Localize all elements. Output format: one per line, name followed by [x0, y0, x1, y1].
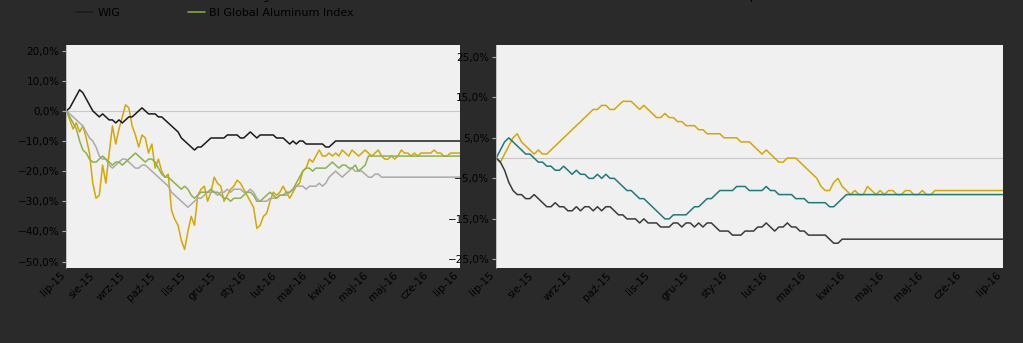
WIG Chemia — [490, 156, 502, 160]
WIG Chemia — [617, 99, 629, 103]
WIG — [435, 139, 447, 143]
BI Global Aluminum Index — [329, 163, 342, 167]
WIG Surowce — [454, 151, 466, 155]
WIG — [996, 192, 1009, 197]
WIG Chemia — [608, 107, 620, 111]
STOXX Europe 600 Chemicals Index — [828, 241, 840, 245]
Bloomberg World Coal Index — [454, 175, 466, 179]
WIG Chemia — [971, 188, 983, 192]
WIG Surowce — [179, 247, 191, 251]
WIG Chemia — [996, 188, 1009, 192]
WIG — [971, 192, 983, 197]
Legend: WIG Chemia, WIG, STOXX Europe 600 Chemicals Index: WIG Chemia, WIG, STOXX Europe 600 Chemic… — [501, 0, 888, 7]
Line: WIG Surowce: WIG Surowce — [66, 105, 460, 249]
Bloomberg World Coal Index — [100, 157, 113, 161]
WIG — [234, 136, 247, 140]
WIG — [60, 109, 73, 113]
Line: WIG Chemia: WIG Chemia — [496, 101, 1003, 194]
WIG — [103, 118, 116, 122]
WIG Surowce — [100, 181, 113, 185]
WIG Surowce — [313, 148, 325, 152]
STOXX Europe 600 Chemicals Index — [836, 237, 848, 241]
WIG Surowce — [435, 151, 447, 155]
WIG — [815, 201, 828, 205]
WIG Surowce — [155, 169, 168, 173]
BI Global Aluminum Index — [231, 196, 243, 200]
STOXX Europe 600 Chemicals Index — [996, 237, 1009, 241]
BI Global Aluminum Index — [454, 154, 466, 158]
Legend: WIG Surowce, WIG, Bloomberg World Coal Index, BI Global Aluminum Index: WIG Surowce, WIG, Bloomberg World Coal I… — [72, 0, 372, 22]
WIG Chemia — [710, 132, 722, 136]
WIG Chemia — [811, 176, 824, 180]
WIG — [155, 115, 168, 119]
Bloomberg World Coal Index — [182, 205, 194, 209]
Bloomberg World Coal Index — [231, 187, 243, 191]
WIG — [490, 156, 502, 160]
WIG Surowce — [120, 103, 132, 107]
BI Global Aluminum Index — [432, 154, 444, 158]
BI Global Aluminum Index — [100, 157, 113, 161]
Line: WIG: WIG — [66, 90, 460, 150]
STOXX Europe 600 Chemicals Index — [967, 237, 979, 241]
WIG — [714, 188, 726, 192]
WIG — [332, 139, 345, 143]
STOXX Europe 600 Chemicals Index — [608, 209, 620, 213]
WIG — [613, 180, 625, 185]
Line: Bloomberg World Coal Index: Bloomberg World Coal Index — [66, 111, 460, 207]
Line: STOXX Europe 600 Chemicals Index: STOXX Europe 600 Chemicals Index — [496, 158, 1003, 243]
BI Global Aluminum Index — [224, 199, 236, 203]
Bloomberg World Coal Index — [329, 169, 342, 173]
WIG — [188, 148, 201, 152]
WIG Chemia — [844, 192, 856, 197]
STOXX Europe 600 Chemicals Index — [705, 221, 717, 225]
Bloomberg World Coal Index — [60, 109, 73, 113]
WIG Surowce — [60, 109, 73, 113]
STOXX Europe 600 Chemicals Index — [540, 205, 552, 209]
WIG — [74, 88, 86, 92]
WIG Surowce — [332, 154, 345, 158]
WIG — [454, 139, 466, 143]
Bloomberg World Coal Index — [432, 175, 444, 179]
BI Global Aluminum Index — [152, 166, 165, 170]
WIG Surowce — [234, 181, 247, 185]
Line: WIG: WIG — [496, 138, 1003, 219]
WIG — [659, 217, 671, 221]
Line: BI Global Aluminum Index: BI Global Aluminum Index — [66, 111, 460, 201]
WIG Chemia — [540, 152, 552, 156]
WIG — [502, 136, 515, 140]
STOXX Europe 600 Chemicals Index — [490, 156, 502, 160]
BI Global Aluminum Index — [310, 166, 322, 170]
WIG — [313, 142, 325, 146]
BI Global Aluminum Index — [60, 109, 73, 113]
Bloomberg World Coal Index — [310, 184, 322, 188]
WIG — [545, 164, 558, 168]
WIG — [840, 192, 852, 197]
WIG Chemia — [836, 185, 848, 189]
Bloomberg World Coal Index — [152, 175, 165, 179]
STOXX Europe 600 Chemicals Index — [806, 233, 818, 237]
